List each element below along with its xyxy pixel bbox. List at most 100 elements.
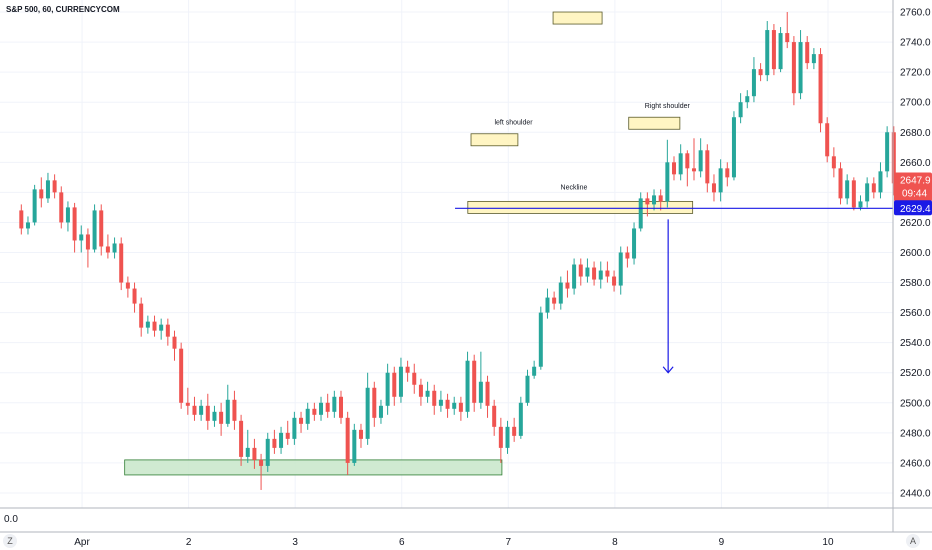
candle: [305, 402, 310, 430]
symbol-legend[interactable]: S&P 500, 60, CURRENCYCOM: [6, 5, 120, 14]
candle-body: [85, 234, 90, 250]
left-shoulder-box-zone: [470, 133, 519, 147]
timezone-button[interactable]: Z: [3, 534, 17, 548]
candle-body: [39, 189, 44, 199]
candle-body: [378, 405, 383, 418]
candle: [791, 36, 796, 106]
candle-body: [831, 156, 836, 169]
candle: [458, 396, 463, 421]
x-tick-label: 8: [612, 537, 618, 548]
candle: [605, 261, 610, 283]
candle-body: [112, 243, 117, 253]
candle-body: [672, 162, 677, 175]
candle: [145, 315, 150, 334]
y-tick-label: 2680.0: [900, 128, 931, 139]
x-tick-label: 9: [719, 537, 725, 548]
y-tick-label: 2760.0: [900, 8, 931, 19]
candle: [45, 172, 50, 203]
candle-body: [305, 408, 310, 424]
candle-body: [518, 402, 523, 436]
candle: [505, 420, 510, 454]
candle: [125, 276, 130, 298]
candle: [878, 162, 883, 199]
candle-body: [758, 69, 763, 76]
candle-body: [572, 264, 577, 289]
candle: [572, 258, 577, 295]
candle: [811, 48, 816, 70]
candle: [165, 318, 170, 346]
candle-body: [72, 207, 77, 241]
candle-body: [132, 288, 137, 304]
candle: [85, 228, 90, 268]
candle-body: [512, 426, 517, 436]
candle-body: [532, 366, 537, 376]
candle-body: [385, 372, 390, 406]
candle-body: [19, 210, 24, 229]
candle: [32, 184, 37, 226]
candle: [745, 90, 750, 109]
candle-body: [119, 243, 124, 283]
x-tick-label: 3: [292, 537, 298, 548]
candle-body: [239, 420, 244, 457]
candle-body: [398, 366, 403, 397]
candle-body: [738, 102, 743, 118]
candle-body: [625, 252, 630, 259]
candle-body: [45, 180, 50, 199]
current-price-badge: [894, 172, 932, 202]
candle-body: [658, 195, 663, 202]
candle: [445, 393, 450, 418]
candle: [358, 423, 363, 448]
candle-body: [192, 405, 197, 415]
right-shoulder-box-zone: [628, 116, 681, 130]
candle: [352, 423, 357, 466]
candle: [112, 237, 117, 259]
candle-body: [751, 69, 756, 97]
candle-body: [592, 267, 597, 280]
x-tick-label: 10: [822, 537, 834, 548]
candle-body: [125, 282, 130, 289]
candle: [672, 156, 677, 181]
candle: [99, 204, 104, 256]
candle-body: [285, 432, 290, 439]
neckline-price-label: 2629.4: [900, 204, 931, 215]
candle: [532, 360, 537, 379]
x-tick-label: 6: [399, 537, 405, 548]
target-arrow-head: [662, 366, 674, 374]
candle: [265, 432, 270, 472]
candle: [432, 384, 437, 415]
candle-body: [498, 426, 503, 448]
candle: [132, 282, 137, 313]
candle-body: [319, 402, 324, 415]
neckline-price-badge: [894, 200, 932, 216]
auto-scale-button[interactable]: A: [906, 534, 920, 548]
candle: [891, 126, 896, 196]
candle-body: [778, 33, 783, 70]
candle-body: [52, 180, 57, 193]
candle: [831, 147, 836, 178]
candle: [638, 192, 643, 232]
candle-body: [425, 390, 430, 397]
candle: [771, 24, 776, 76]
candle-body: [265, 438, 270, 466]
candle: [818, 48, 823, 133]
y-tick-label: 2580.0: [900, 278, 931, 289]
candle: [498, 417, 503, 463]
candle: [152, 315, 157, 337]
current-price-label: 2647.9: [900, 176, 931, 187]
candle-body: [445, 399, 450, 409]
candle: [585, 258, 590, 283]
candle: [272, 429, 277, 454]
candle: [292, 411, 297, 445]
candle: [405, 360, 410, 382]
candle-body: [219, 411, 224, 424]
candle: [372, 381, 377, 427]
candle-body: [612, 276, 617, 286]
candle: [325, 393, 330, 418]
candle: [378, 399, 383, 424]
candle: [698, 138, 703, 178]
candle: [179, 342, 184, 409]
candle-body: [332, 396, 337, 412]
candle: [232, 390, 237, 430]
annotation-label: left shoulder: [494, 120, 533, 127]
